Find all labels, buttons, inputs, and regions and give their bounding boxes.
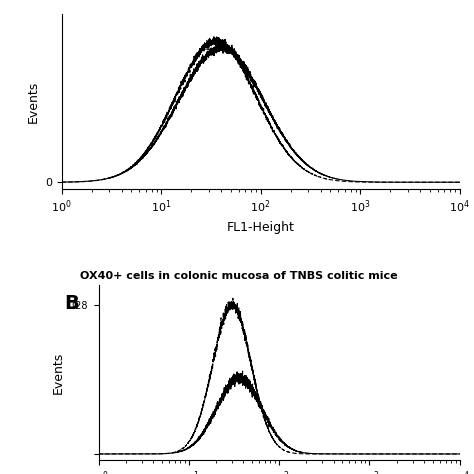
X-axis label: FL1-Height: FL1-Height [227,221,295,234]
Text: B: B [64,294,79,313]
Y-axis label: Events: Events [27,81,39,123]
Text: OX40+ cells in colonic mucosa of TNBS colitic mice: OX40+ cells in colonic mucosa of TNBS co… [81,272,398,282]
Y-axis label: Events: Events [52,351,65,393]
